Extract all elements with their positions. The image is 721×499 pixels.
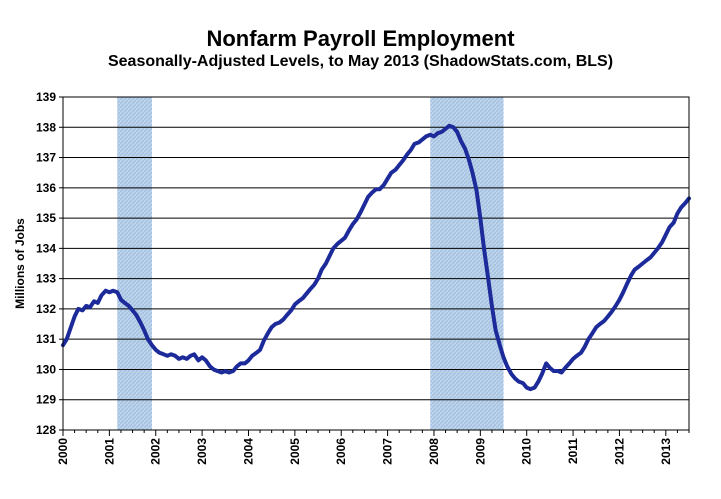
x-tick-label: 2001 — [102, 438, 116, 465]
x-tick-label: 2008 — [427, 438, 441, 465]
x-tick-label: 2007 — [381, 438, 395, 465]
chart-title: Nonfarm Payroll Employment — [206, 26, 515, 51]
chart-subtitle: Seasonally-Adjusted Levels, to May 2013 … — [107, 53, 614, 70]
x-tick-label: 2009 — [473, 438, 487, 465]
plot-border — [62, 96, 690, 431]
y-axis-label: Millions of Jobs — [13, 218, 27, 309]
x-tick-label: 2012 — [612, 438, 626, 465]
series-line — [61, 123, 691, 392]
x-tick-label: 2013 — [659, 438, 673, 465]
y-tick-label: 133 — [36, 272, 56, 286]
recession-band — [117, 97, 153, 430]
y-tick-label: 129 — [36, 393, 56, 407]
x-tick-label: 2005 — [288, 438, 302, 465]
y-tick-label: 135 — [36, 211, 56, 225]
y-tick-label: 130 — [36, 362, 56, 376]
x-tick-label: 2006 — [334, 438, 348, 465]
x-tick-label: 2010 — [520, 438, 534, 465]
y-tick-label: 138 — [36, 120, 56, 134]
y-tick-label: 128 — [36, 423, 56, 437]
y-tick-label: 137 — [36, 151, 56, 165]
x-tick-label: 2011 — [566, 438, 580, 464]
y-tick-label: 132 — [36, 302, 56, 316]
x-tick-label: 2002 — [149, 438, 163, 465]
y-tick-label: 131 — [36, 332, 56, 346]
x-tick-label: 2003 — [195, 438, 209, 465]
recession-band — [430, 97, 504, 430]
y-tick-label: 134 — [36, 241, 56, 255]
x-tick-label: 2000 — [56, 438, 70, 465]
x-tick-label: 2004 — [241, 438, 255, 465]
y-tick-label: 139 — [36, 90, 56, 104]
y-tick-label: 136 — [36, 181, 56, 195]
